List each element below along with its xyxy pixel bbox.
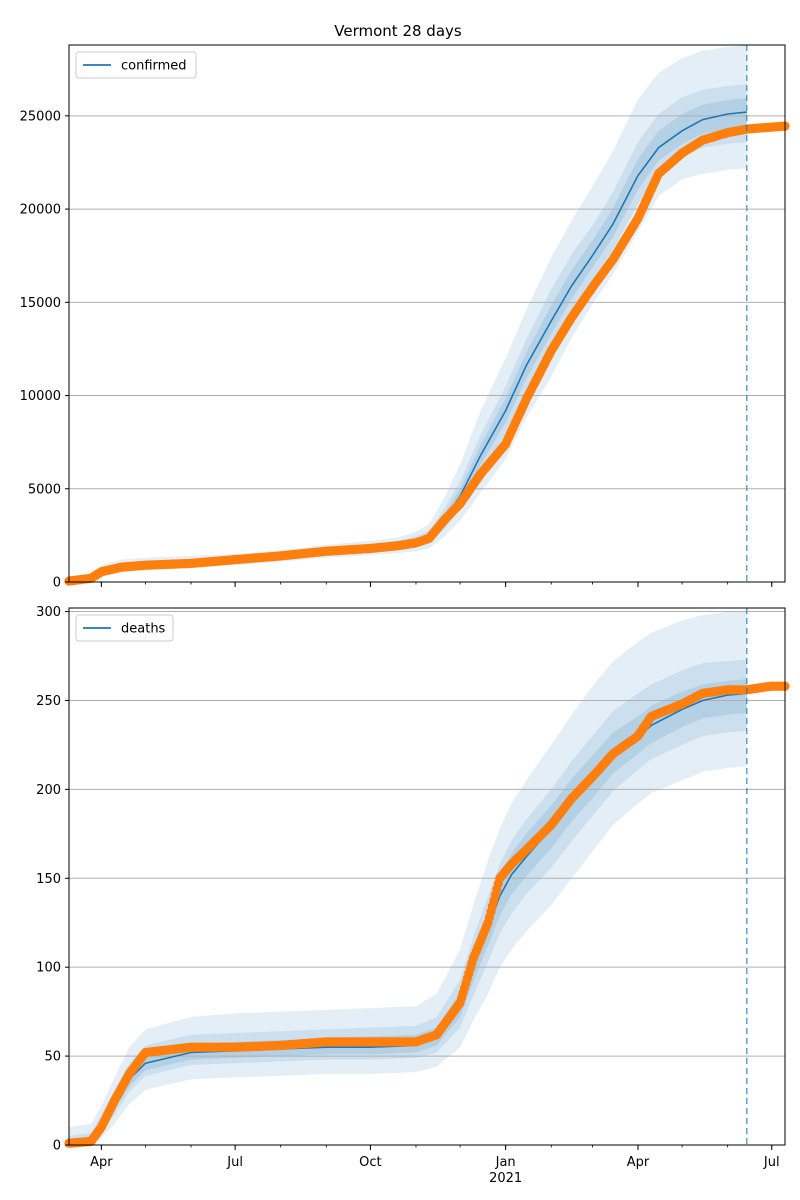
deaths-axes-frame [68, 607, 786, 1146]
confirmed-ytick-label: 20000 [20, 203, 61, 218]
deaths-y-ticks: 0 50 100 150 200 250 300 [36, 605, 69, 1154]
deaths-gridlines [69, 611, 785, 1057]
xtick-year-label: 2021 [489, 1171, 522, 1186]
xtick-label: Apr [90, 1155, 113, 1170]
xtick-label: Jul [763, 1155, 780, 1170]
confirmed-x-ticks [100, 582, 773, 587]
deaths-ytick-label: 300 [36, 605, 61, 620]
confirmed-gridlines [69, 115, 785, 490]
confirmed-ytick-label: 5000 [28, 482, 61, 497]
deaths-ytick-label: 250 [36, 694, 61, 709]
deaths-ytick-label: 100 [36, 961, 61, 976]
deaths-ytick-label: 150 [36, 872, 61, 887]
confirmed-legend-label: confirmed [121, 59, 187, 74]
confirmed-y-ticks: 0 5000 10000 15000 20000 25000 [20, 109, 69, 591]
xtick-label: Jan [495, 1155, 516, 1170]
xtick-label: Jul [226, 1155, 243, 1170]
confirmed-band-inner [69, 98, 747, 582]
confirmed-ytick-label: 15000 [20, 296, 61, 311]
xtick-label: Apr [627, 1155, 650, 1170]
confirmed-band-outer [69, 45, 747, 582]
confirmed-legend-box [75, 51, 197, 79]
confirmed-ytick-label: 0 [53, 576, 61, 591]
xtick-label: Oct [359, 1155, 381, 1170]
deaths-x-ticks: Apr Jul Oct Jan Apr Jul 2021 [90, 1145, 780, 1186]
confirmed-ytick-label: 10000 [20, 389, 61, 404]
confirmed-axes-frame [68, 44, 786, 583]
confirmed-panel: 0 5000 10000 15000 20000 25000 confirmed [20, 44, 790, 591]
deaths-ytick-label: 50 [44, 1050, 61, 1065]
deaths-band-outer [69, 611, 747, 1145]
deaths-observed-markers [64, 681, 790, 1148]
confirmed-observed-markers [64, 121, 790, 586]
confirmed-legend: confirmed [75, 51, 197, 79]
deaths-ytick-label: 0 [53, 1139, 61, 1154]
chart-title: Vermont 28 days [334, 22, 462, 40]
confirmed-ytick-label: 25000 [20, 109, 61, 124]
deaths-panel: 0 50 100 150 200 250 300 Apr Jul Oct Jan Apr Jul 202… [36, 605, 790, 1186]
deaths-legend-box [75, 614, 174, 642]
deaths-legend-label: deaths [121, 622, 166, 637]
confirmed-uncertainty-bands [69, 45, 747, 582]
deaths-legend: deaths [75, 614, 174, 642]
deaths-band-mid [69, 659, 747, 1145]
deaths-ytick-label: 200 [36, 783, 61, 798]
